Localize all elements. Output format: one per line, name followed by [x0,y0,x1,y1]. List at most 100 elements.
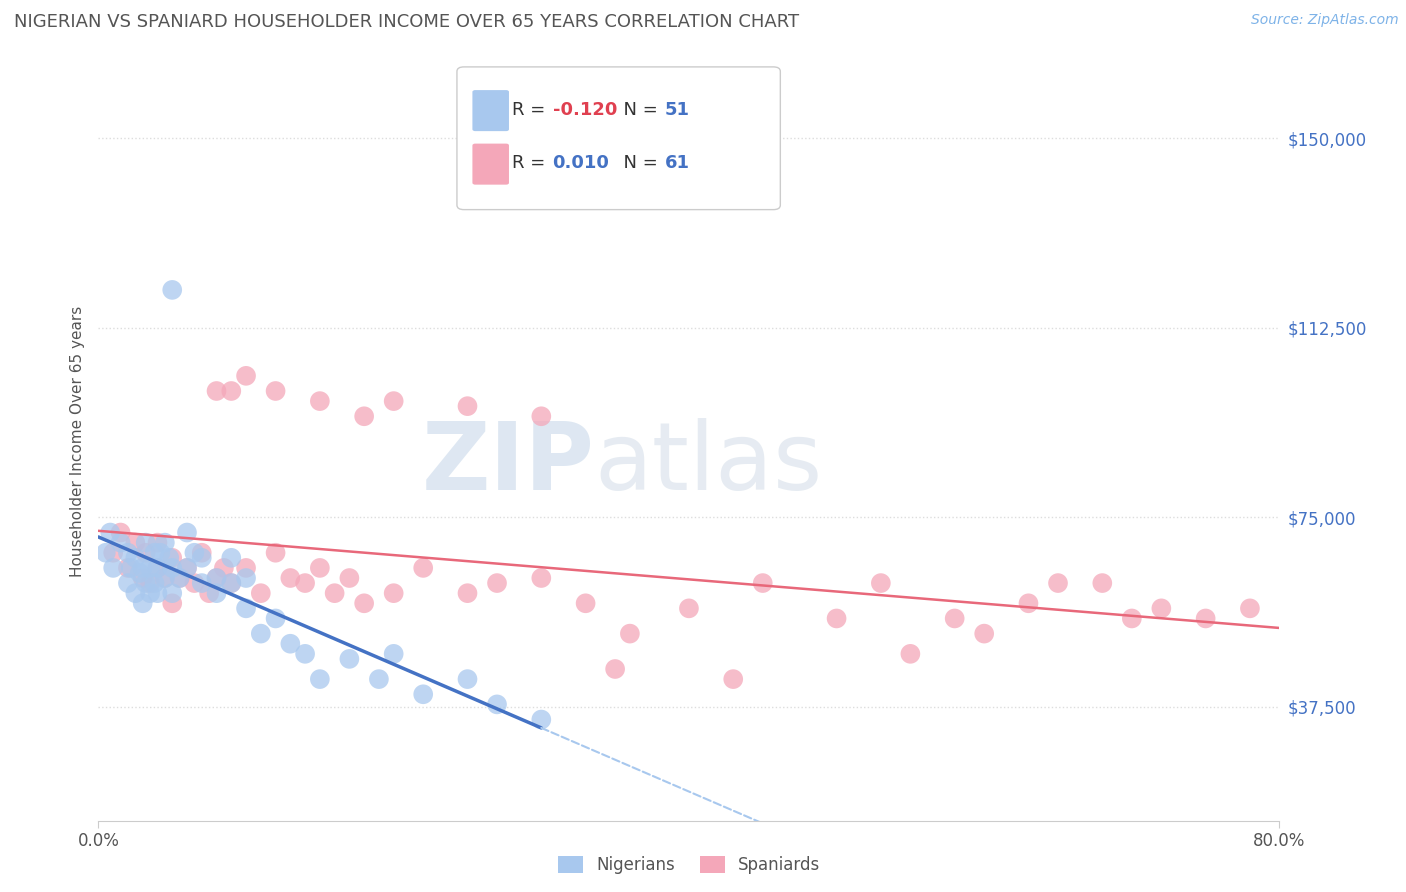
Point [183,546,205,560]
Point [124,535,146,549]
Point [117,576,139,591]
Point [486,698,509,712]
Point [250,586,273,600]
Point [339,652,361,666]
Point [124,586,146,600]
Point [162,283,183,297]
Point [162,561,183,575]
Point [205,384,228,398]
Point [146,535,169,549]
Text: atlas: atlas [595,418,823,510]
Point [309,394,332,409]
Point [176,561,198,575]
Point [153,571,176,585]
Point [1046,576,1070,591]
Text: Source: ZipAtlas.com: Source: ZipAtlas.com [1251,13,1399,28]
Point [1150,601,1173,615]
Point [1121,611,1143,625]
Point [457,672,479,686]
Point [221,576,243,591]
Text: 61: 61 [665,154,690,172]
Text: NIGERIAN VS SPANIARD HOUSEHOLDER INCOME OVER 65 YEARS CORRELATION CHART: NIGERIAN VS SPANIARD HOUSEHOLDER INCOME … [14,13,799,31]
Point [870,576,893,591]
Point [139,561,162,575]
Point [153,571,176,585]
Point [723,672,745,686]
Point [382,647,405,661]
Point [250,626,273,640]
Point [264,611,287,625]
Point [153,535,176,549]
Legend: Nigerians, Spaniards: Nigerians, Spaniards [551,849,827,880]
Point [139,586,162,600]
Point [235,601,257,615]
Point [412,561,434,575]
Point [132,596,155,610]
Point [368,672,391,686]
Point [280,637,302,651]
Text: -0.120: -0.120 [553,101,617,119]
Point [176,561,198,575]
Text: N =: N = [612,101,664,119]
Point [530,409,553,424]
Point [280,571,302,585]
Point [169,571,191,585]
Point [124,550,146,565]
Point [825,611,848,625]
Point [205,571,228,585]
Y-axis label: Householder Income Over 65 years: Householder Income Over 65 years [69,306,84,577]
Point [132,561,155,575]
Point [169,571,191,585]
Text: R =: R = [512,101,551,119]
Point [176,525,198,540]
Point [605,662,627,676]
Text: 51: 51 [665,101,690,119]
Point [143,546,166,560]
Point [120,561,142,575]
Point [752,576,775,591]
Point [973,626,995,640]
Point [323,586,346,600]
Point [530,571,553,585]
Point [412,687,434,701]
Point [235,368,257,383]
Point [191,546,214,560]
Point [309,672,332,686]
Point [139,576,162,591]
Point [191,550,214,565]
Text: 0.010: 0.010 [553,154,609,172]
Point [191,576,214,591]
Text: R =: R = [512,154,551,172]
Point [146,586,169,600]
Point [264,546,287,560]
Point [128,566,150,580]
Point [212,561,235,575]
Point [94,546,117,560]
Point [294,647,316,661]
Point [221,384,243,398]
Point [135,546,157,560]
Point [1018,596,1040,610]
Point [353,409,375,424]
Point [149,546,172,560]
Point [678,601,700,615]
Point [132,571,155,585]
Point [619,626,641,640]
Point [143,576,166,591]
Point [1239,601,1261,615]
Point [103,561,125,575]
Point [135,576,157,591]
Text: ZIP: ZIP [422,418,595,510]
Point [353,596,375,610]
Point [117,546,139,560]
Point [110,535,132,549]
Point [110,525,132,540]
Point [309,561,332,575]
Point [98,525,121,540]
Point [457,586,479,600]
Point [486,576,509,591]
Point [103,546,125,560]
Point [157,550,180,565]
Point [205,571,228,585]
Point [221,550,243,565]
